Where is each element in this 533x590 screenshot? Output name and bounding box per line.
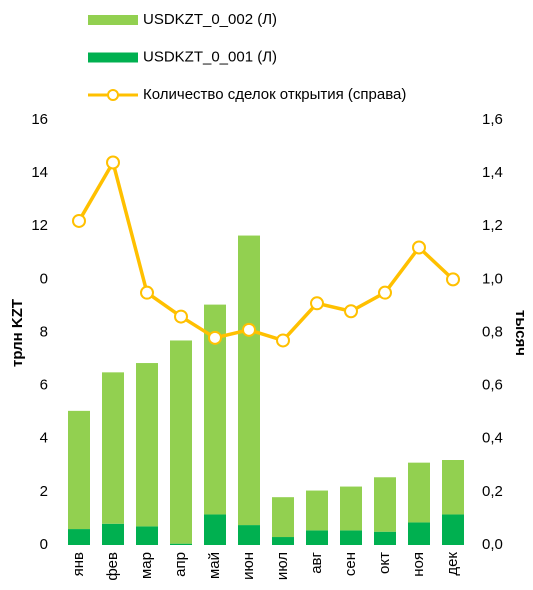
bar (306, 490, 328, 531)
line (77, 160, 455, 343)
y2-tick-label: 1,2 (482, 217, 503, 234)
bar (68, 529, 90, 545)
x-tick-label: апр (172, 552, 189, 577)
bar (136, 363, 158, 527)
y2-tick-label: 0,6 (482, 377, 503, 394)
x-tick-label: фев (104, 552, 121, 581)
y2-tick-label: 0,0 (482, 536, 503, 553)
line-marker (310, 296, 324, 311)
y-tick-label: 14 (31, 164, 48, 181)
x-tick-label: июн (240, 552, 257, 580)
y2-tick-label: 0,2 (482, 483, 503, 500)
line-marker (140, 285, 154, 300)
y2-tick-label: 0,8 (482, 323, 503, 340)
y-tick-label: 0 (40, 536, 48, 553)
x-tick-label: сен (342, 552, 359, 576)
y2-tick-label: 0,4 (482, 430, 503, 447)
y-tick-label: 0 (40, 270, 48, 287)
y-tick-label: 16 (31, 111, 48, 128)
bar (102, 372, 124, 524)
bar (170, 543, 192, 545)
bar (68, 410, 90, 530)
bar (170, 340, 192, 544)
bar (204, 304, 226, 515)
legend-marker (107, 89, 119, 101)
bar (238, 235, 260, 526)
bar (408, 522, 430, 545)
y2-tick-label: 1,4 (482, 164, 503, 181)
y-tick-label: 6 (40, 377, 48, 394)
line-marker (412, 240, 426, 255)
bar (204, 514, 226, 545)
y-tick-label: 12 (31, 217, 48, 234)
bar (238, 525, 260, 545)
x-tick-label: авг (308, 551, 325, 573)
bar (102, 523, 124, 545)
legend-label: USDKZT_0_002 (Л) (143, 11, 277, 28)
line-marker (378, 285, 392, 300)
x-tick-label: июл (274, 552, 291, 580)
bar (408, 462, 430, 523)
line-marker (344, 304, 358, 319)
bar (340, 530, 362, 545)
bar (272, 537, 294, 545)
line-marker (208, 330, 222, 345)
y2-axis-title: тысяч (512, 310, 529, 356)
bar (374, 477, 396, 532)
bar (340, 486, 362, 531)
bar (136, 526, 158, 545)
bar (374, 531, 396, 545)
line-marker (106, 155, 120, 170)
line-marker (174, 309, 188, 324)
x-tick-label: май (206, 552, 223, 579)
y2-tick-label: 1,0 (482, 270, 503, 287)
y-axis-title: трлн KZT (9, 299, 26, 367)
x-tick-label: мар (138, 552, 155, 579)
bar (442, 460, 464, 515)
x-tick-label: дек (444, 552, 461, 576)
y-tick-label: 8 (40, 323, 48, 340)
legend-swatch (88, 15, 138, 25)
legend-label: USDKZT_0_001 (Л) (143, 48, 277, 65)
legend-label: Количество сделок открытия (справа) (143, 86, 406, 103)
bar (306, 530, 328, 545)
bar (272, 497, 294, 538)
x-tick-label: окт (376, 552, 393, 574)
line-marker (242, 322, 256, 337)
line-marker (276, 333, 290, 348)
y-tick-label: 4 (40, 430, 48, 447)
x-tick-label: ноя (410, 552, 427, 577)
legend-swatch (88, 52, 138, 63)
x-tick-label: янв (70, 552, 87, 576)
line-marker (446, 272, 460, 287)
y-tick-label: 2 (40, 483, 48, 500)
y2-tick-label: 1,6 (482, 111, 503, 128)
bar (442, 514, 464, 545)
line-marker (72, 213, 86, 228)
